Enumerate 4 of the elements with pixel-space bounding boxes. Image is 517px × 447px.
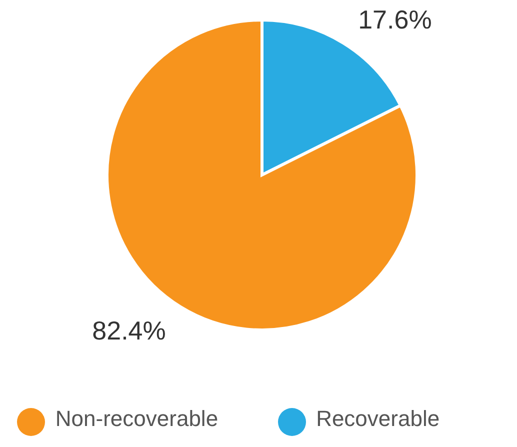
legend-label: Non-recoverable	[55, 406, 218, 432]
data-label: 17.6%	[358, 4, 432, 34]
data-label: 82.4%	[92, 316, 166, 346]
legend-label: Recoverable	[316, 406, 440, 432]
